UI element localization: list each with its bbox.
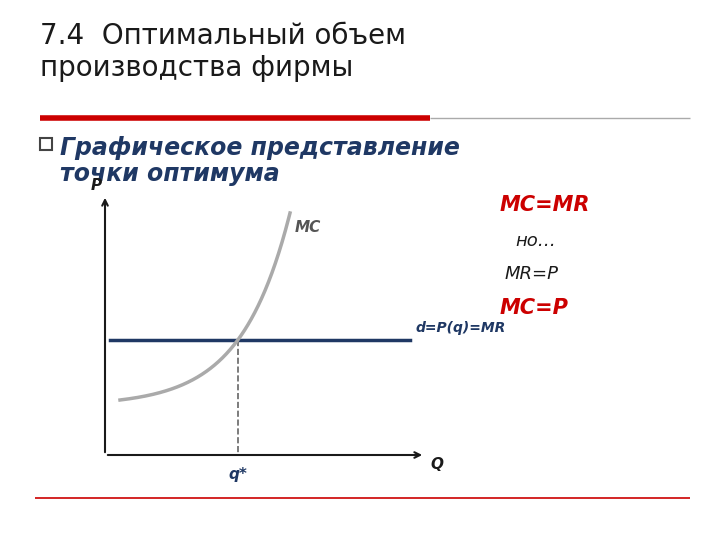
Text: MR=P: MR=P bbox=[505, 265, 559, 283]
Text: 7.4  Оптимальный объем
производства фирмы: 7.4 Оптимальный объем производства фирмы bbox=[40, 22, 406, 83]
Text: d=P(q)=MR: d=P(q)=MR bbox=[415, 321, 505, 335]
Text: точки оптимума: точки оптимума bbox=[60, 162, 280, 186]
Text: MC=P: MC=P bbox=[500, 298, 569, 318]
Text: q*: q* bbox=[228, 467, 247, 482]
Bar bbox=[40, 138, 52, 150]
Text: Графическое представление: Графическое представление bbox=[60, 136, 460, 160]
Text: P: P bbox=[91, 178, 102, 193]
Text: Q: Q bbox=[430, 457, 443, 472]
Text: MC: MC bbox=[295, 220, 321, 235]
Text: но…: но… bbox=[515, 232, 556, 250]
Text: MC=MR: MC=MR bbox=[500, 195, 590, 215]
